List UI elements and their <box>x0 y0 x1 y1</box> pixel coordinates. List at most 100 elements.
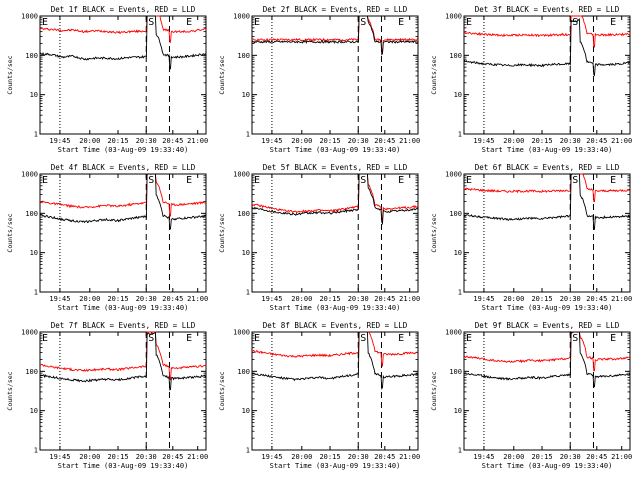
plot-frame <box>463 15 631 135</box>
x-tick-label: 21:00 <box>611 295 632 303</box>
y-tick-label: 100 <box>237 52 250 60</box>
x-tick-label: 20:45 <box>586 137 607 145</box>
y-axis-label: Counts/sec <box>6 55 14 94</box>
plot-frame <box>251 173 419 293</box>
y-tick-label: 1000 <box>445 329 462 337</box>
y-tick-label: 100 <box>237 368 250 376</box>
event-marker-label: E <box>610 17 616 28</box>
y-tick-label: 10 <box>30 249 38 257</box>
y-tick-label: 1 <box>458 289 462 297</box>
event-marker-label: E <box>42 175 48 186</box>
plot-frame <box>39 15 207 135</box>
x-tick-label: 20:00 <box>79 137 100 145</box>
x-tick-label: 21:00 <box>187 453 208 461</box>
panel-det-9: Det 9f BLACK = Events, RED = LLD 1 10 100 10… <box>430 321 632 470</box>
event-marker-label: E <box>466 17 472 28</box>
event-marker-label: S <box>572 333 578 344</box>
panel-det-3: Det 3f BLACK = Events, RED = LLD 1 10 100 10… <box>430 5 632 154</box>
x-tick-label: 20:15 <box>319 453 340 461</box>
y-tick-label: 1000 <box>21 171 38 179</box>
series-line-lld <box>463 331 631 372</box>
event-marker-label: E <box>186 175 192 186</box>
event-marker-label: E <box>466 333 472 344</box>
x-tick-label: 20:30 <box>560 453 581 461</box>
panel-title: Det 7f BLACK = Events, RED = LLD <box>51 321 196 330</box>
panel-det-7: Det 7f BLACK = Events, RED = LLD 1 10 100 10… <box>6 321 208 470</box>
y-tick-label: 10 <box>454 249 462 257</box>
x-tick-label: 20:30 <box>136 137 157 145</box>
x-tick-label: 20:45 <box>374 453 395 461</box>
x-tick-label: 20:00 <box>79 453 100 461</box>
series-line-events <box>463 330 631 388</box>
event-marker-label: S <box>572 175 578 186</box>
y-tick-label: 100 <box>449 52 462 60</box>
series-line-lld <box>463 173 631 203</box>
y-tick-label: 100 <box>25 368 38 376</box>
x-tick-label: 19:45 <box>473 453 494 461</box>
panel-det-1: Det 1f BLACK = Events, RED = LLD 1 10 100 10… <box>6 5 208 154</box>
event-marker-label: E <box>610 333 616 344</box>
x-tick-label: 20:15 <box>531 295 552 303</box>
x-tick-label: 20:30 <box>136 453 157 461</box>
event-marker-label: S <box>360 175 366 186</box>
x-tick-label: 20:00 <box>503 453 524 461</box>
plot-frame <box>251 15 419 135</box>
x-tick-label: 20:15 <box>107 453 128 461</box>
x-axis-label: Start Time (03-Aug-09 19:33:40) <box>58 304 189 312</box>
series-line-events <box>251 15 419 56</box>
panel-title: Det 5f BLACK = Events, RED = LLD <box>263 163 408 172</box>
y-tick-label: 1 <box>458 131 462 139</box>
series-line-events <box>251 173 419 226</box>
x-tick-label: 20:15 <box>531 137 552 145</box>
x-tick-label: 19:45 <box>473 137 494 145</box>
x-tick-label: 20:00 <box>503 137 524 145</box>
event-marker-label: E <box>42 17 48 28</box>
series-line-lld <box>39 173 207 217</box>
y-tick-label: 100 <box>449 210 462 218</box>
x-tick-label: 20:30 <box>348 137 369 145</box>
y-tick-label: 100 <box>237 210 250 218</box>
x-tick-label: 20:30 <box>136 295 157 303</box>
x-tick-label: 20:15 <box>319 295 340 303</box>
x-tick-label: 20:30 <box>560 295 581 303</box>
x-tick-label: 20:15 <box>531 453 552 461</box>
y-axis-label: Counts/sec <box>218 55 226 94</box>
x-tick-label: 20:45 <box>586 295 607 303</box>
event-marker-label: S <box>572 17 578 28</box>
panel-det-4: Det 4f BLACK = Events, RED = LLD 1 10 100 10… <box>6 163 208 312</box>
x-tick-label: 20:30 <box>348 453 369 461</box>
panel-det-5: Det 5f BLACK = Events, RED = LLD 1 10 100 10… <box>218 163 420 312</box>
y-tick-label: 1 <box>246 131 250 139</box>
y-tick-label: 1000 <box>21 329 38 337</box>
x-axis-label: Start Time (03-Aug-09 19:33:40) <box>482 146 613 154</box>
x-tick-label: 20:00 <box>79 295 100 303</box>
y-tick-label: 10 <box>454 407 462 415</box>
x-tick-label: 20:45 <box>374 137 395 145</box>
event-marker-label: E <box>254 175 260 186</box>
x-tick-label: 19:45 <box>261 295 282 303</box>
y-axis-label: Counts/sec <box>6 213 14 252</box>
y-tick-label: 10 <box>454 91 462 99</box>
y-tick-label: 1 <box>34 289 38 297</box>
y-axis-label: Counts/sec <box>430 55 438 94</box>
x-tick-label: 19:45 <box>49 295 70 303</box>
event-marker-label: S <box>148 333 154 344</box>
panel-title: Det 1f BLACK = Events, RED = LLD <box>51 5 196 14</box>
series-line-events <box>39 15 207 70</box>
x-tick-label: 20:45 <box>162 453 183 461</box>
x-tick-label: 21:00 <box>399 295 420 303</box>
y-tick-label: 1 <box>246 447 250 455</box>
series-line-events <box>39 173 207 230</box>
plot-frame <box>39 331 207 451</box>
y-tick-label: 10 <box>30 91 38 99</box>
panel-det-8: Det 8f BLACK = Events, RED = LLD 1 10 100 10… <box>218 321 420 470</box>
series-line-events <box>463 173 631 231</box>
series-line-events <box>39 332 207 391</box>
series-line-lld <box>251 15 419 54</box>
x-axis-label: Start Time (03-Aug-09 19:33:40) <box>58 146 189 154</box>
y-tick-label: 1000 <box>233 171 250 179</box>
panel-det-2: Det 2f BLACK = Events, RED = LLD 1 10 100 10… <box>218 5 420 154</box>
series-line-lld <box>39 331 207 381</box>
x-tick-label: 20:15 <box>107 295 128 303</box>
